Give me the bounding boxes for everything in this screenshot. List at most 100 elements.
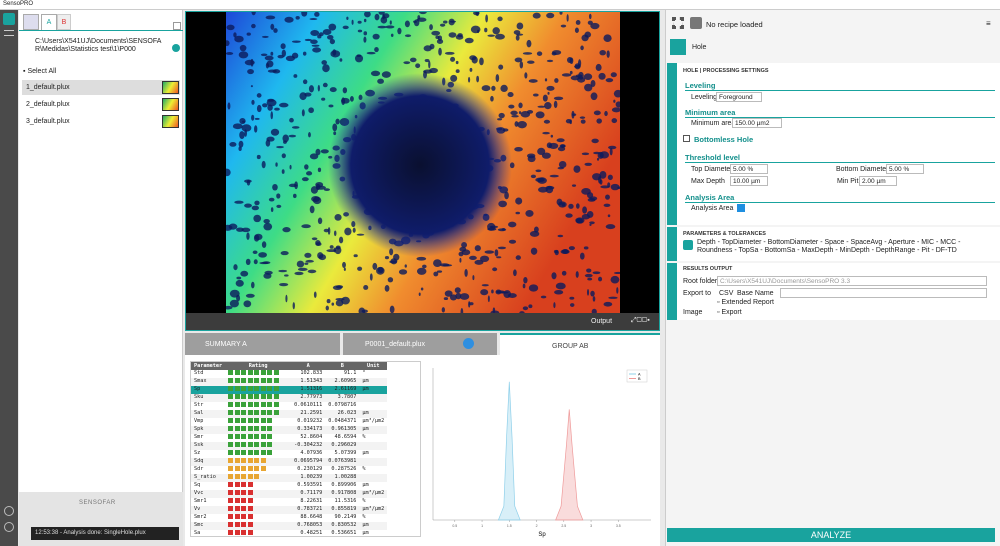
select-all[interactable]: ▪ Select All: [23, 68, 57, 75]
viewer: Output ⤢▢▢▪: [185, 11, 660, 331]
table-row: Vv 0.783721 0.855819 µm³/µm2: [191, 505, 388, 514]
name-input[interactable]: [780, 288, 987, 298]
output-button[interactable]: Output: [591, 318, 613, 325]
rating: [228, 385, 288, 394]
tab[interactable]: A: [41, 14, 57, 30]
file-row[interactable]: 3_default.plux: [22, 114, 180, 129]
tab-label: GROUP AB: [552, 343, 589, 350]
menu-button[interactable]: ≡: [986, 19, 991, 28]
surface-pit: [487, 34, 496, 37]
surface-pit: [535, 169, 542, 173]
surface-pit: [244, 179, 252, 183]
surface-pit: [473, 12, 480, 16]
surface-pit: [321, 60, 328, 65]
home-icon[interactable]: [3, 13, 15, 25]
rating-block: [228, 369, 234, 375]
number-input[interactable]: 150.00 µm2: [732, 118, 782, 128]
surface-pit: [555, 282, 566, 290]
surface-pit: [233, 32, 237, 38]
column-header: Parameter: [191, 362, 226, 370]
thumbnail: [162, 81, 179, 94]
surface-pit: [254, 117, 260, 120]
surface-pit: [270, 23, 275, 30]
cell: Sku: [194, 394, 204, 401]
grid-icon[interactable]: [672, 17, 684, 29]
settings-icon[interactable]: [4, 506, 14, 516]
surface-pit: [329, 245, 334, 249]
checkbox[interactable]: ▫ Export: [717, 309, 742, 316]
surface-pit: [310, 186, 319, 194]
surface-pit: [546, 85, 555, 91]
surface-pit: [285, 55, 295, 62]
number-input[interactable]: 10.00 µm: [730, 176, 768, 186]
tab[interactable]: B: [57, 14, 71, 30]
surface-pit: [498, 64, 504, 70]
menu-icon[interactable]: [4, 30, 14, 36]
surface-pit: [589, 221, 595, 225]
surface-pit: [484, 250, 495, 254]
cell: 102.833: [300, 370, 323, 377]
dropdown[interactable]: Foreground: [716, 92, 762, 102]
help-icon[interactable]: [4, 522, 14, 532]
cell: Smr1: [194, 498, 207, 505]
surface-pit: [325, 305, 329, 311]
rating-block: [247, 505, 253, 511]
surface-pit: [272, 183, 278, 191]
surface-pit: [342, 261, 346, 269]
rating-block: [234, 457, 240, 463]
surface-pit: [450, 56, 456, 62]
surface-pit: [333, 230, 337, 237]
surface-pit: [613, 271, 620, 274]
surface-pit: [592, 271, 601, 275]
rating-cell: [225, 377, 291, 386]
folder-input[interactable]: C:\Users\X541UJ\Documents\SensoPRO 3.3: [717, 276, 987, 286]
surface-pit: [604, 111, 608, 117]
surface-pit: [536, 51, 543, 56]
checkbox[interactable]: [683, 135, 690, 142]
surface-pit: [442, 20, 448, 24]
surface-pit: [295, 15, 300, 20]
surface-pit: [372, 33, 380, 40]
surface-pit: [357, 29, 363, 33]
checkbox-label: Export: [721, 309, 742, 316]
file-row[interactable]: 1_default.plux: [22, 80, 180, 95]
analyze-button[interactable]: ANALYZE: [667, 528, 995, 542]
cell: [359, 402, 387, 410]
view-controls[interactable]: ⤢▢▢▪: [631, 317, 650, 324]
surface-pit: [469, 67, 473, 72]
add-button[interactable]: [173, 22, 181, 30]
surface-pit: [228, 223, 238, 230]
legend-label: B: [638, 377, 641, 381]
area-button[interactable]: [737, 204, 745, 212]
number-input[interactable]: 5.00 %: [730, 164, 768, 174]
edit-button[interactable]: [683, 240, 693, 250]
format-select[interactable]: CSV: [719, 290, 734, 297]
title-bar: SensoPRO: [0, 0, 1000, 10]
rating-cell: [225, 385, 291, 394]
file-row[interactable]: 2_default.plux: [22, 97, 180, 112]
tab[interactable]: SUMMARY A: [185, 333, 340, 355]
checkbox-label: Extended Report: [721, 299, 774, 306]
surface-pit: [234, 200, 244, 204]
rating-block: [241, 449, 247, 455]
surface-pit: [518, 102, 523, 109]
rating-block: [234, 369, 240, 375]
number-input[interactable]: 2.00 µm: [859, 176, 897, 186]
tab[interactable]: GROUP AB: [500, 333, 660, 355]
close-button[interactable]: [172, 44, 180, 52]
surface-pit: [542, 131, 550, 135]
rating-block: [241, 409, 247, 415]
rating-block: [260, 465, 266, 471]
surface-pit: [403, 61, 411, 65]
cell: 0.334173: [297, 426, 323, 433]
tab[interactable]: P0001_default.plux: [343, 333, 497, 355]
group-icon[interactable]: [23, 14, 39, 30]
surface-pit: [297, 267, 308, 272]
number-input[interactable]: 5.00 %: [886, 164, 924, 174]
surface-pit: [329, 38, 335, 45]
checkbox[interactable]: ▫ Extended Report: [717, 299, 774, 306]
surface-pit: [515, 255, 521, 260]
rating-block: [260, 369, 266, 375]
rating-block: [247, 513, 253, 519]
info-icon[interactable]: [463, 338, 474, 349]
